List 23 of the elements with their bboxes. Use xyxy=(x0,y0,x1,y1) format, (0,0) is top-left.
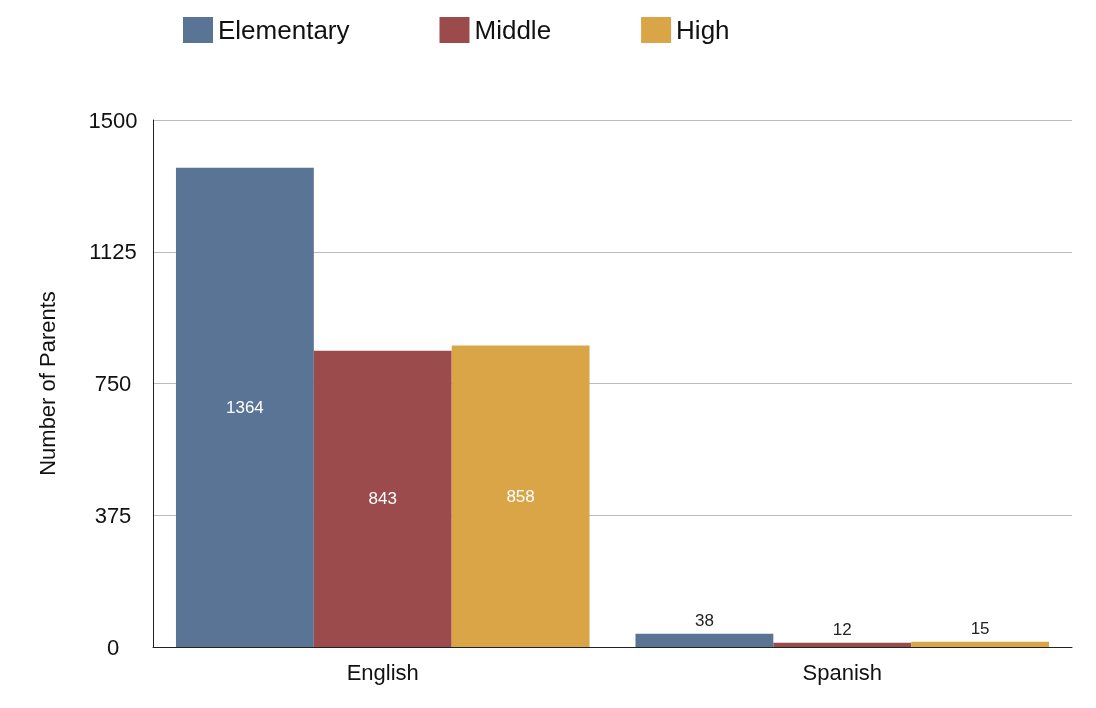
y-tick-label: 0 xyxy=(106,634,120,660)
data-label: 15 xyxy=(970,618,990,638)
data-label: 843 xyxy=(368,489,397,509)
x-tick-label: Spanish xyxy=(802,659,883,685)
y-tick-label: 750 xyxy=(94,371,132,396)
y-tick-label: 1125 xyxy=(89,239,137,265)
bar xyxy=(911,641,1050,647)
y-axis-title: Number of Parents xyxy=(34,291,60,476)
data-label: 858 xyxy=(506,486,535,506)
legend-label: Middle xyxy=(474,15,552,45)
legend-label: High xyxy=(676,15,730,45)
x-tick-label: English xyxy=(346,659,419,685)
y-tick-label: 375 xyxy=(94,502,132,528)
legend-label: Elementary xyxy=(218,15,350,45)
data-label: 12 xyxy=(832,619,852,639)
data-label: 38 xyxy=(694,610,714,630)
bar xyxy=(773,642,912,647)
bar xyxy=(635,633,774,647)
data-label: 1364 xyxy=(225,397,264,417)
bar xyxy=(313,350,452,647)
bar xyxy=(451,345,590,647)
bar xyxy=(175,167,314,647)
y-tick-label: 1500 xyxy=(88,107,138,133)
